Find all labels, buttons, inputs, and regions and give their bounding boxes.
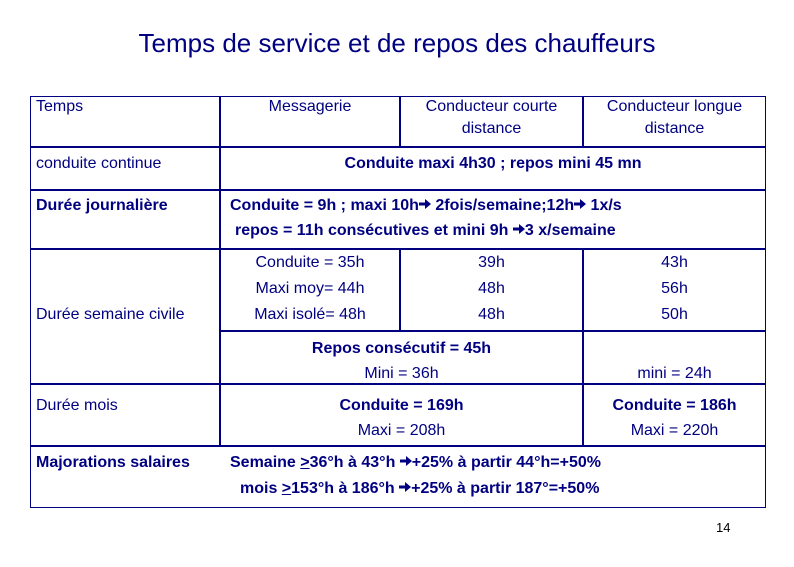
majorations-line2-pre: mois [240,480,282,497]
semaine-longue-2: 56h [661,280,688,297]
majorations-line2-underline: > [281,480,292,497]
mois-right-1: Conduite = 186h [612,397,737,414]
row-mois-left-cell [220,384,583,446]
mois-left-2: Maxi = 208h [357,422,446,439]
semaine-messagerie-1: Conduite = 35h [255,254,365,271]
journaliere-line1: Conduite = 9h ; maxi 10h 2fois/semaine;1… [230,195,622,217]
repos-left-2: Mini = 36h [364,365,439,382]
label-duree-semaine: Durée semaine civile [36,306,185,323]
header-longue-line2: distance [644,120,705,137]
semaine-courte-1: 39h [478,254,505,271]
majorations-line1-a: 36°h à 43°h [309,454,400,471]
journaliere-line2: repos = 11h consécutives et mini 9h 3 x/… [235,220,616,242]
journaliere-line1-b: 2fois/semaine;12h [430,197,575,214]
journaliere-line1-a: Conduite = 9h ; maxi 10h [230,197,419,214]
repos-right: mini = 24h [637,365,712,382]
label-duree-journaliere: Durée journalière [36,197,168,214]
row-repos-right-cell [583,331,766,384]
majorations-line2: mois >153°h à 186°h +25% à partir 187°=+… [240,478,599,500]
arrow-right-icon [512,220,525,242]
row-journaliere-value-cell [220,190,766,249]
row-mois-right-cell [583,384,766,446]
header-cell-courte [400,96,583,147]
row-conduite-label-cell [30,147,220,190]
semaine-courte-2: 48h [478,280,505,297]
majorations-line1-pre: Semaine [230,454,301,471]
majorations-line1-underline: > [300,454,310,471]
value-conduite-continue: Conduite maxi 4h30 ; repos mini 45 mn [344,155,642,172]
row-conduite-value-cell [220,147,766,190]
row-mois-label-cell [30,384,220,446]
label-majorations: Majorations salaires [36,454,190,471]
label-duree-mois: Durée mois [36,397,118,414]
semaine-courte-3: 48h [478,306,505,323]
semaine-longue-1: 43h [661,254,688,271]
row-journaliere-label-cell [30,190,220,249]
arrow-right-icon [574,195,587,217]
repos-left-1: Repos consécutif = 45h [311,340,492,357]
arrow-right-icon [399,478,412,500]
header-cell-longue [583,96,766,147]
row-semaine-messagerie-cell [220,249,400,331]
arrow-right-icon [418,195,431,217]
semaine-messagerie-2: Maxi moy= 44h [255,280,365,297]
majorations-line1-b: +25% à partir 44°h=+50% [411,454,601,471]
header-longue-line1: Conducteur longue [606,98,743,115]
label-conduite-continue: conduite continue [36,155,162,172]
header-cell-messagerie [220,96,400,147]
header-cell-temps [30,96,220,147]
header-temps: Temps [36,98,84,115]
header-messagerie: Messagerie [268,98,352,115]
page-title: Temps de service et de repos des chauffe… [138,28,656,58]
mois-right-2: Maxi = 220h [630,422,719,439]
row-semaine-label-cell [30,249,220,384]
journaliere-line2-b: 3 x/semaine [524,222,616,239]
header-courte-line1: Conducteur courte [425,98,558,115]
semaine-longue-3: 50h [661,306,688,323]
row-semaine-longue-cell [583,249,766,331]
row-semaine-courte-cell [400,249,583,331]
row-majorations-cell [30,446,766,508]
journaliere-line2-a: repos = 11h consécutives et mini 9h [235,222,513,239]
row-repos-left-cell [220,331,583,384]
page-number: 14 [716,520,731,535]
majorations-line2-b: +25% à partir 187°=+50% [411,480,600,497]
journaliere-line1-c: 1x/s [586,197,622,214]
header-courte-line2: distance [461,120,522,137]
majorations-line2-a: 153°h à 186°h [291,480,400,497]
mois-left-1: Conduite = 169h [339,397,464,414]
majorations-line1: Semaine >36°h à 43°h +25% à partir 44°h=… [230,452,601,474]
arrow-right-icon [399,452,412,474]
semaine-messagerie-3: Maxi isolé= 48h [254,306,366,323]
